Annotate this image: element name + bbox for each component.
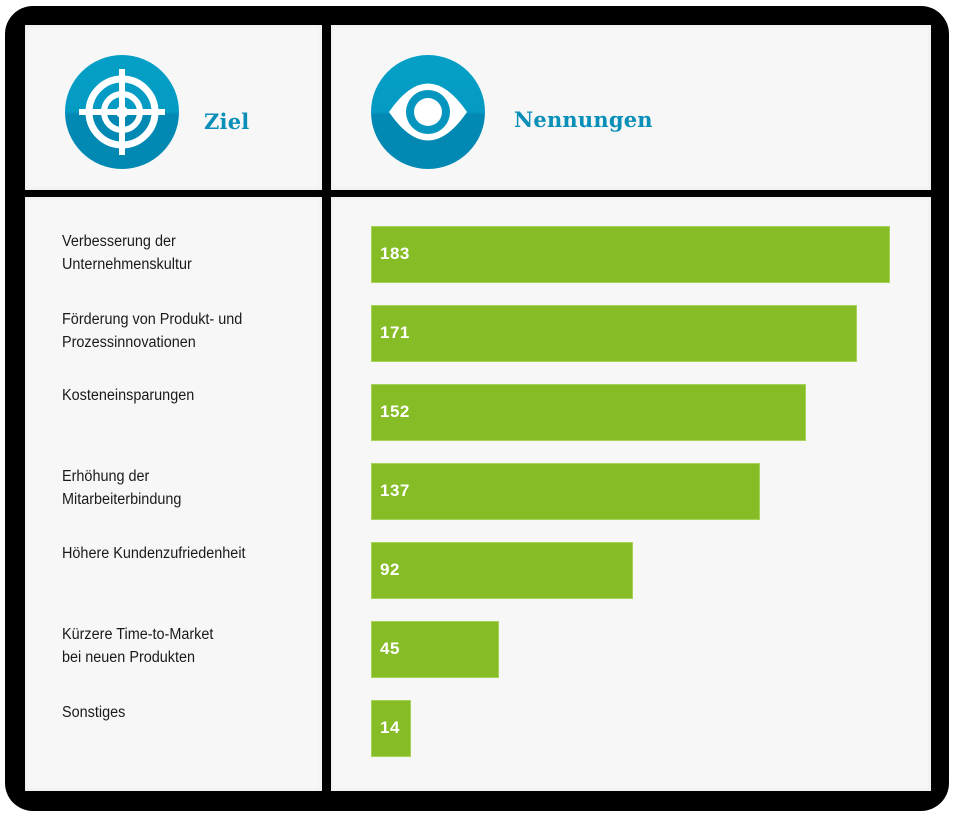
- label-line: bei neuen Produkten: [62, 649, 196, 666]
- category-label: Verbesserung der Unternehmenskultur: [62, 230, 295, 276]
- bar: 171: [371, 305, 857, 362]
- label-line: Unternehmenskultur: [62, 256, 192, 273]
- category-labels-panel: Verbesserung der Unternehmenskultur Förd…: [25, 197, 322, 791]
- bar-value: 171: [380, 323, 410, 342]
- category-label: Erhöhung der Mitarbeiterbindung: [62, 465, 295, 511]
- label-line: Erhöhung der: [62, 468, 150, 485]
- label-line: Förderung von Produkt- und: [62, 311, 243, 328]
- bar: 14: [371, 700, 411, 757]
- bars-panel: 183 171 152 137 92 45 14: [331, 197, 931, 791]
- category-label: Höhere Kundenzufriedenheit: [62, 542, 295, 565]
- bar-value: 45: [380, 639, 400, 658]
- bar-value: 152: [380, 402, 410, 421]
- header-nennungen-panel: Nennungen: [331, 25, 931, 190]
- label-line: Prozessinnovationen: [62, 334, 196, 351]
- bar-value: 14: [380, 718, 400, 737]
- column-title-ziel: Ziel: [204, 109, 250, 134]
- label-line: Kürzere Time-to-Market: [62, 626, 214, 643]
- category-label: Kürzere Time-to-Market bei neuen Produkt…: [62, 623, 295, 669]
- label-line: Mitarbeiterbindung: [62, 491, 182, 508]
- label-line: Sonstiges: [62, 704, 126, 721]
- bar: 137: [371, 463, 760, 520]
- eye-icon: [371, 55, 485, 169]
- label-line: Höhere Kundenzufriedenheit: [62, 545, 246, 562]
- bar: 45: [371, 621, 499, 678]
- label-line: Kosteneinsparungen: [62, 387, 195, 404]
- bar-value: 92: [380, 560, 400, 579]
- label-line: Verbesserung der: [62, 233, 176, 250]
- target-icon: [65, 55, 179, 169]
- category-label: Förderung von Produkt- und Prozessinnova…: [62, 308, 295, 354]
- category-label: Sonstiges: [62, 701, 295, 724]
- header-ziel-panel: Ziel: [25, 25, 322, 190]
- category-label: Kosteneinsparungen: [62, 384, 295, 407]
- column-title-nennungen: Nennungen: [514, 107, 653, 132]
- bar: 183: [371, 226, 890, 283]
- bar-value: 183: [380, 244, 410, 263]
- bar: 92: [371, 542, 633, 599]
- bar: 152: [371, 384, 806, 441]
- bar-value: 137: [380, 481, 410, 500]
